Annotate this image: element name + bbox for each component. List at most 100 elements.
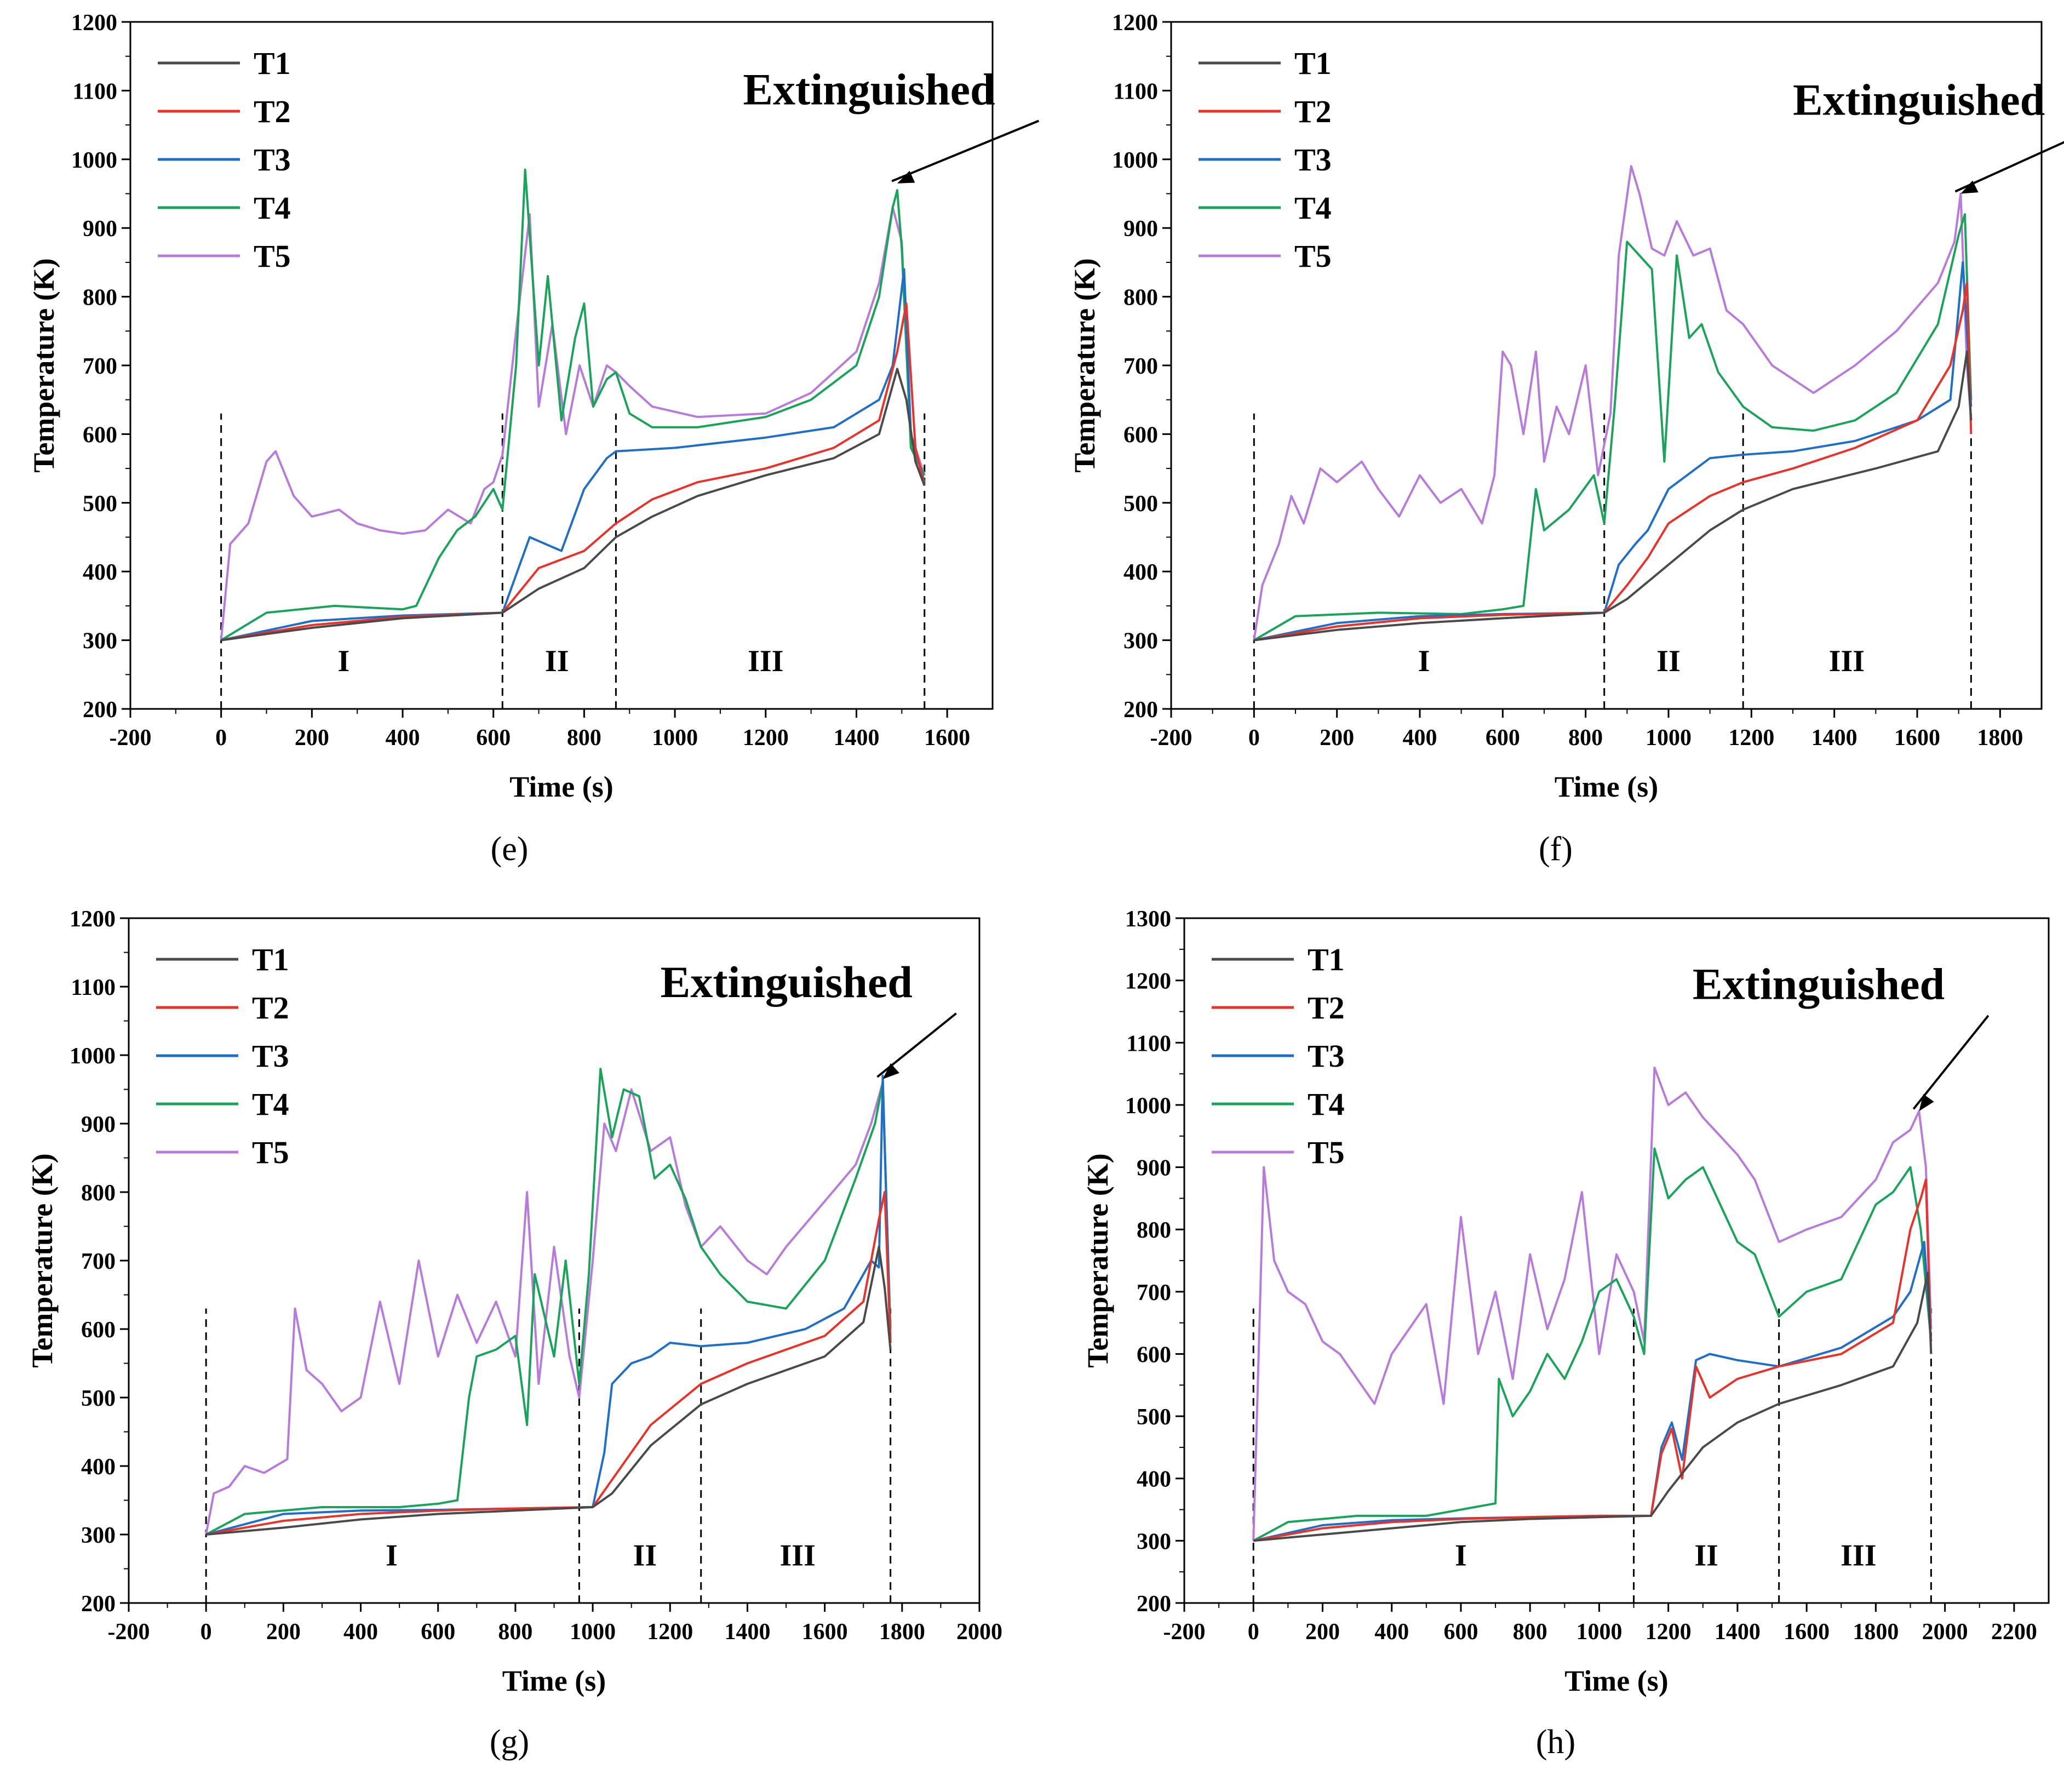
y-tick-label: 400 [81,1455,116,1480]
series-line-t5 [1253,165,1973,640]
x-tick-label: 1800 [879,1619,925,1645]
legend-label: T3 [1308,1038,1345,1074]
region-label: III [1841,1538,1876,1572]
chart-panel-e: -200 0 200 400 600 800 1000 1200 1400 1600 200 300 4… [27,10,1040,868]
y-tick-label: 300 [83,629,117,654]
y-tick-label: 1200 [1125,969,1171,994]
legend-label: T4 [1308,1086,1345,1122]
x-tick-label: 400 [1403,725,1437,751]
x-tick-label: 0 [200,1619,212,1645]
y-axis-title: Temperature (K) [27,258,60,472]
x-tick-label: 1200 [1646,1619,1692,1645]
legend-label: T1 [254,45,291,81]
y-tick-label: 900 [1137,1156,1171,1181]
x-tick-label: 1000 [570,1619,616,1645]
x-tick-label: 400 [386,725,420,751]
x-axis-title: Time (s) [1564,1664,1668,1697]
x-tick-label: 1600 [1784,1619,1830,1645]
y-tick-label: 700 [1137,1280,1171,1306]
y-tick-label: 1300 [1125,907,1171,932]
y-tick-label: 1000 [1112,148,1158,173]
region-label: III [780,1538,816,1572]
series-line-t5 [220,206,926,640]
y-tick-label: 500 [81,1386,116,1411]
series-line-t2 [205,1191,892,1536]
y-tick-label: 600 [81,1318,116,1343]
extinguished-annotation: Extinguished [743,64,995,114]
x-tick-label: 600 [1443,1619,1478,1645]
x-tick-label: 600 [476,725,511,751]
x-tick-label: -200 [1150,725,1192,751]
region-label: II [633,1538,657,1572]
y-tick-label: 1000 [70,1044,116,1069]
x-tick-label: -200 [108,1619,150,1645]
x-tick-label: 800 [498,1619,532,1645]
x-tick-label: -200 [1163,1619,1206,1645]
legend-label: T5 [252,1135,289,1170]
region-label: II [1656,644,1681,678]
y-tick-label: 700 [1123,354,1158,379]
x-tick-label: 1600 [1894,725,1940,751]
series-line-t1 [221,368,926,642]
legend-label: T2 [1294,94,1332,129]
x-tick-label: 1600 [802,1619,848,1645]
panel-caption: (f) [1539,831,1573,868]
x-tick-label: 1200 [743,725,789,751]
x-tick-label: 1000 [652,725,698,751]
y-tick-label: 300 [1137,1529,1171,1554]
x-tick-label: 1400 [724,1619,770,1645]
x-tick-label: 600 [1486,725,1520,751]
series-group [220,168,926,642]
legend-label: T1 [1308,942,1345,977]
series-line-t3 [1253,261,1973,642]
y-tick-label: 600 [1137,1342,1171,1367]
x-tick-label: 1200 [1728,725,1774,751]
x-tick-label: 1800 [1977,725,2023,751]
x-tick-label: 2200 [1991,1619,2037,1645]
region-label: II [545,644,569,678]
legend-label: T3 [252,1038,289,1074]
x-tick-label: 1800 [1853,1619,1899,1645]
y-tick-label: 300 [81,1523,116,1548]
y-tick-label: 400 [83,560,117,585]
y-tick-label: 1200 [71,10,117,36]
legend-label: T3 [254,142,291,178]
chart-panel-g: -200 0 200 400 600 800 1000 1200 1400 1600 1800 200… [26,907,1002,1761]
y-tick-label: 800 [1137,1218,1171,1243]
series-line-t4 [205,1068,892,1536]
annotation-arrow [891,119,1040,182]
region-label: I [386,1538,398,1572]
x-tick-label: 1600 [924,725,970,751]
arrowhead-icon [1960,180,1979,194]
legend-label: T5 [254,238,291,274]
y-tick-label: 1200 [1112,10,1158,36]
series-line-t2 [1253,1178,1933,1542]
region-label: I [1418,644,1430,678]
legend-label: T2 [252,990,289,1026]
y-tick-label: 400 [1137,1467,1171,1492]
y-tick-label: 1100 [1126,1031,1171,1056]
y-tick-label: 200 [1123,697,1158,723]
x-axis-title: Time (s) [1555,770,1658,803]
legend-label: T5 [1308,1135,1345,1170]
x-axis-title: Time (s) [509,770,613,803]
x-tick-label: 200 [295,725,329,751]
region-label: I [337,644,349,678]
y-tick-label: 200 [81,1591,116,1617]
x-tick-label: 1200 [647,1619,693,1645]
extinguished-annotation: Extinguished [1693,959,1945,1009]
y-tick-label: 1100 [71,975,116,1000]
y-tick-label: 1000 [1125,1093,1171,1119]
x-tick-label: 1400 [833,725,879,751]
x-tick-label: 1400 [1811,725,1857,751]
y-tick-label: 800 [1123,285,1158,311]
y-tick-label: 300 [1123,629,1158,654]
y-axis-title: Temperature (K) [1068,258,1101,472]
y-axis-title: Temperature (K) [26,1153,59,1367]
x-tick-label: 600 [421,1619,455,1645]
series-group [1253,165,1973,642]
legend-label: T4 [1294,190,1332,226]
extinguished-annotation: Extinguished [1793,75,2045,124]
annotation-arrow [1912,1015,1990,1110]
